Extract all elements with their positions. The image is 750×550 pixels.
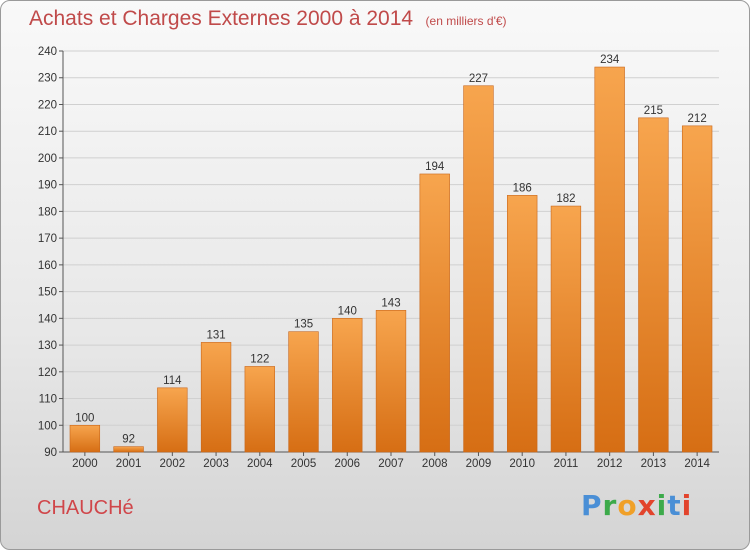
y-tick-label: 160 [38,260,57,272]
x-tick-label-2007: 2007 [378,458,404,470]
bar-2005 [288,331,319,453]
bars [69,66,713,453]
y-tick-label: 230 [38,73,57,85]
value-label-2003: 131 [206,329,225,341]
value-label-2002: 114 [163,375,182,387]
y-tick-label: 190 [38,180,57,192]
x-tick-label-2000: 2000 [72,458,98,470]
bar-2010 [507,195,538,453]
value-label-2001: 92 [122,434,135,446]
proxiti-logo[interactable]: Proxiti [581,489,693,522]
commune-name: CHAUCHé [37,497,134,519]
bar-2004 [244,366,275,453]
value-label-2014: 212 [688,113,707,125]
x-tick-label-2010: 2010 [509,458,535,470]
x-tick-label-2002: 2002 [160,458,186,470]
x-tick-label-2009: 2009 [466,458,492,470]
bar-2011 [550,205,582,453]
x-tick-label-2004: 2004 [247,458,273,470]
x-tick-label-2008: 2008 [422,458,448,470]
y-tick-label: 150 [38,287,57,299]
bar-2000 [69,424,101,453]
x-tick-label-2006: 2006 [334,458,360,470]
bar-2014 [681,125,713,453]
value-label-2012: 234 [600,54,620,66]
x-tick-label-2011: 2011 [554,458,579,470]
value-label-2006: 140 [338,305,357,317]
value-label-2000: 100 [75,412,94,424]
value-label-2007: 143 [381,297,400,309]
chart-title: Achats et Charges Externes 2000 à 2014 [29,7,414,30]
y-tick-label: 210 [38,126,57,138]
bar-2002 [157,387,188,453]
y-tick-label: 140 [38,313,57,325]
value-label-2008: 194 [425,161,445,173]
bar-2009 [463,85,494,453]
bar-2001 [113,446,144,453]
y-tick-label: 220 [38,99,57,111]
y-tick-label: 200 [38,153,57,165]
bar-2012 [594,66,625,453]
y-tick-label: 130 [38,340,57,352]
x-tick-label-2014: 2014 [684,458,710,470]
x-tick-label-2001: 2001 [116,458,142,470]
y-tick-label: 180 [38,206,57,218]
bar-2008 [419,173,450,453]
value-label-2004: 122 [250,353,269,365]
y-tick-label: 90 [44,447,57,459]
y-tick-label: 120 [38,367,57,379]
x-tick-label-2012: 2012 [597,458,623,470]
value-label-2009: 227 [469,73,488,85]
y-tick-label: 110 [39,394,57,406]
y-tick-label: 240 [38,46,57,58]
value-label-2010: 186 [513,182,532,194]
x-tick-label-2003: 2003 [203,458,229,470]
y-tick-label: 100 [38,420,57,432]
chart-subtitle: (en milliers d'€) [425,14,507,28]
title-row: Achats et Charges Externes 2000 à 2014 (… [29,7,507,31]
value-label-2011: 182 [556,193,575,205]
labels: 90 100 110 120 130 140 150 160 170 180 190 200 210 22… [38,46,711,470]
value-label-2013: 215 [644,105,663,117]
x-tick-label-2005: 2005 [291,458,317,470]
y-tick-label: 170 [38,233,57,245]
bar-2003 [200,342,232,453]
bar-2006 [332,318,363,453]
value-label-2005: 135 [294,319,313,331]
x-tick-label-2013: 2013 [641,458,667,470]
bar-2007 [375,310,407,453]
bar-2013 [638,117,669,453]
